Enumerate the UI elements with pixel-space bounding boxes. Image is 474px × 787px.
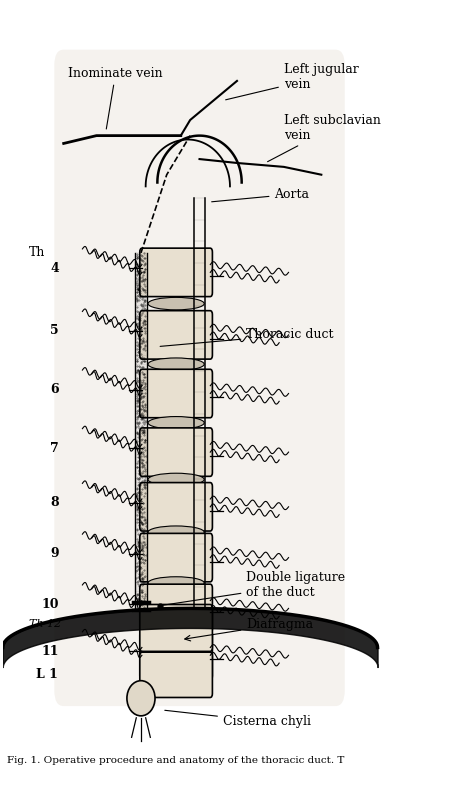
FancyBboxPatch shape — [140, 369, 212, 418]
FancyBboxPatch shape — [55, 50, 345, 706]
Ellipse shape — [148, 297, 204, 310]
Ellipse shape — [148, 416, 204, 429]
Ellipse shape — [148, 473, 204, 486]
FancyBboxPatch shape — [140, 631, 212, 679]
Text: Cisterna chyli: Cisterna chyli — [165, 711, 311, 728]
FancyBboxPatch shape — [140, 311, 212, 359]
Text: Fig. 1. Operative procedure and anatomy of the thoracic duct. T: Fig. 1. Operative procedure and anatomy … — [8, 756, 345, 765]
FancyBboxPatch shape — [140, 652, 212, 697]
Ellipse shape — [127, 681, 155, 716]
Text: Inominate vein: Inominate vein — [68, 67, 163, 129]
Text: Left jugular
vein: Left jugular vein — [226, 63, 359, 100]
Ellipse shape — [148, 358, 204, 371]
Ellipse shape — [148, 526, 204, 538]
FancyBboxPatch shape — [140, 534, 212, 582]
FancyBboxPatch shape — [140, 482, 212, 531]
Text: 4: 4 — [50, 262, 59, 275]
Text: Th: Th — [28, 246, 45, 260]
Ellipse shape — [148, 626, 204, 638]
FancyBboxPatch shape — [140, 604, 212, 652]
Text: 6: 6 — [50, 383, 59, 396]
Text: 11: 11 — [42, 645, 59, 658]
FancyBboxPatch shape — [140, 248, 212, 297]
FancyBboxPatch shape — [140, 584, 212, 633]
Text: 7: 7 — [50, 442, 59, 455]
Ellipse shape — [148, 577, 204, 589]
Text: Diafragma: Diafragma — [185, 618, 313, 641]
Text: 5: 5 — [50, 324, 59, 338]
Text: Aorta: Aorta — [212, 188, 310, 201]
Text: Thoracic duct: Thoracic duct — [160, 328, 334, 346]
Text: L 1: L 1 — [36, 668, 57, 682]
Text: Double ligature
of the duct: Double ligature of the duct — [160, 571, 346, 606]
Text: 10: 10 — [42, 598, 59, 611]
Text: 9: 9 — [50, 547, 59, 560]
Text: Left subclavian
vein: Left subclavian vein — [267, 114, 381, 161]
Text: 8: 8 — [50, 497, 59, 509]
FancyBboxPatch shape — [140, 428, 212, 476]
Text: Th 12: Th 12 — [28, 619, 61, 629]
